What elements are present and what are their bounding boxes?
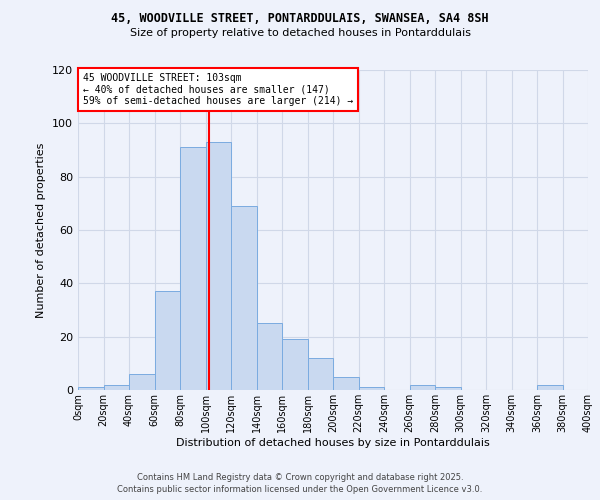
Bar	[282, 340, 308, 390]
Text: Contains HM Land Registry data © Crown copyright and database right 2025.: Contains HM Land Registry data © Crown c…	[137, 472, 463, 482]
Bar	[410, 384, 435, 390]
Text: 45 WOODVILLE STREET: 103sqm
← 40% of detached houses are smaller (147)
59% of se: 45 WOODVILLE STREET: 103sqm ← 40% of det…	[83, 73, 353, 106]
Text: 45, WOODVILLE STREET, PONTARDDULAIS, SWANSEA, SA4 8SH: 45, WOODVILLE STREET, PONTARDDULAIS, SWA…	[111, 12, 489, 26]
Bar	[537, 384, 563, 390]
Text: Size of property relative to detached houses in Pontarddulais: Size of property relative to detached ho…	[130, 28, 470, 38]
Y-axis label: Number of detached properties: Number of detached properties	[37, 142, 46, 318]
Bar	[359, 388, 384, 390]
Bar	[129, 374, 155, 390]
Bar	[308, 358, 333, 390]
Bar	[78, 388, 104, 390]
Bar	[104, 384, 129, 390]
Text: Contains public sector information licensed under the Open Government Licence v3: Contains public sector information licen…	[118, 485, 482, 494]
Bar	[180, 148, 205, 390]
Bar	[333, 376, 359, 390]
Bar	[435, 388, 461, 390]
Bar	[155, 292, 180, 390]
Bar	[231, 206, 257, 390]
Bar	[205, 142, 231, 390]
X-axis label: Distribution of detached houses by size in Pontarddulais: Distribution of detached houses by size …	[176, 438, 490, 448]
Bar	[257, 324, 282, 390]
